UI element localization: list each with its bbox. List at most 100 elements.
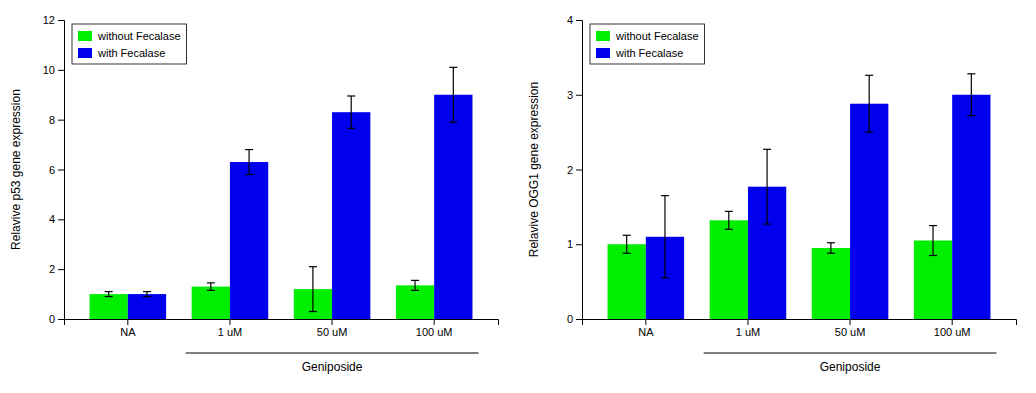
legend-item: with Fecalase [78,47,165,59]
tick-mark [58,219,64,220]
error-bar [830,243,831,253]
error-bar [312,267,313,312]
error-cap [309,311,317,312]
plot-area [608,74,991,319]
bar [396,285,434,319]
error-cap [245,149,253,150]
annotation: Geniposide [302,360,363,374]
tick-mark [58,269,64,270]
legend-swatch [596,31,610,41]
tick-mark [434,319,435,325]
tick-label: 50 uM [317,326,348,338]
error-cap [143,296,151,297]
tick-label: 50 uM [835,326,866,338]
error-bar [869,75,870,132]
error-cap [967,73,975,74]
x-tick: 1 uM [218,319,242,338]
bracket-line [704,352,997,353]
y-tick: 6 [49,164,64,176]
tick-mark [747,319,748,325]
error-cap [763,223,771,224]
error-bar [414,280,415,290]
plot-area [90,67,473,319]
error-bar [108,292,109,297]
tick-label: 2 [567,164,573,176]
bar [128,294,166,319]
tick-mark [850,319,851,325]
error-bar [210,283,211,290]
tick-label: 0 [49,313,55,325]
panel: 024681012NA1 uM50 uM100 uMRelavive p53 g… [9,14,499,374]
error-bar [453,67,454,122]
error-cap [143,291,151,292]
error-cap [967,115,975,116]
tick-mark [576,170,582,171]
legend-label: with Fecalase [615,47,683,59]
error-cap [207,290,215,291]
tick-label: 12 [43,14,55,26]
y-tick: 1 [567,238,582,250]
error-cap [725,211,733,212]
error-cap [411,280,419,281]
x-tick: NA [638,319,654,338]
y-tick: 0 [49,313,64,325]
y-tick: 10 [43,64,64,76]
tick-mark [645,319,646,325]
axis-line [58,21,65,320]
tick-label: 4 [49,213,55,225]
error-cap [661,277,669,278]
y-tick: 2 [49,263,64,275]
x-axis: NA1 uM50 uM100 uM [583,319,1017,338]
y-axis: 0 2 4 6 8 10 12 [43,14,65,325]
legend-frame [72,24,187,64]
tick-label: 8 [49,114,55,126]
legend-swatch [78,31,92,41]
tick-label: 100 uM [416,326,453,338]
bar [332,112,370,319]
y-tick: 12 [43,14,64,26]
error-cap [105,296,113,297]
tick-label: 100 uM [934,326,971,338]
bracket-line [186,352,479,353]
tick-mark [576,95,582,96]
y-axis: 01234 [567,14,583,325]
error-bar [728,211,729,229]
chart-canvas: 024681012NA1 uM50 uM100 uMRelavive p53 g… [0,0,1036,393]
tick-mark [332,319,333,325]
error-bar [932,226,933,256]
legend: without Fecalasewith Fecalase [590,24,705,64]
legend-swatch [596,48,610,58]
bar [90,294,128,319]
legend-swatch [78,48,92,58]
x-tick: NA [120,319,136,338]
tick-mark [576,20,582,21]
tick-mark [576,244,582,245]
error-bar [766,149,767,224]
y-tick: 8 [49,114,64,126]
error-cap [725,229,733,230]
tick-mark [229,319,230,325]
tick-label: NA [638,326,654,338]
error-cap [827,253,835,254]
tick-label: 4 [567,14,573,26]
error-cap [347,95,355,96]
bar-series [128,95,473,319]
error-bar [248,150,249,175]
error-bar [971,74,972,116]
annotation: Geniposide [820,360,881,374]
panel: 01234NA1 uM50 uM100 uMRelavive OGG1 gene… [527,14,1017,374]
bar [952,95,990,319]
tick-label: 6 [49,164,55,176]
tick-label: 1 [567,238,573,250]
y-tick: 4 [49,213,64,225]
error-cap [449,67,457,68]
x-tick: 100 uM [416,319,453,338]
error-cap [865,75,873,76]
error-cap [763,149,771,150]
axis-line [576,21,583,320]
tick-mark [127,319,128,325]
tick-label: 10 [43,64,55,76]
bar [812,248,850,319]
legend-item: without Fecalase [78,30,181,42]
error-cap [105,291,113,292]
